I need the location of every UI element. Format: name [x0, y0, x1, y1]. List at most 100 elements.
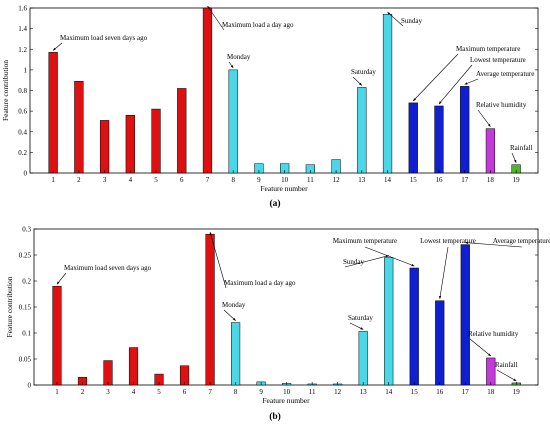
annotation-label: Average temperature: [476, 70, 534, 78]
x-tick-label: 9: [257, 176, 261, 184]
bar-feature-3: [103, 360, 113, 386]
annotation-label: Average temperature: [493, 237, 550, 245]
panel-b-label: (b): [269, 411, 281, 422]
annotation-arrow: [511, 152, 517, 164]
annotation-label: Lowest temperature: [470, 56, 526, 64]
annotation-arrow: [349, 322, 364, 330]
x-tick-label: 4: [129, 176, 133, 184]
y-tick-label: 1.4: [18, 25, 27, 33]
x-tick-label: 5: [154, 176, 158, 184]
bar-feature-3: [99, 120, 110, 174]
annotation-label: Rainfall: [510, 144, 533, 152]
annotation-arrow: [477, 109, 491, 127]
x-tick-label: 16: [436, 388, 444, 396]
x-tick-label: 7: [208, 388, 212, 396]
annotation-label: Maximum load a day ago: [224, 279, 296, 287]
y-tick-label: 0: [24, 170, 28, 178]
chart-panel-b: 00.050.10.150.20.250.31 2 3 4 5 6 7 8 9 10 11 12 13 1…: [5, 226, 550, 406]
annotation-label: Monday: [227, 53, 251, 61]
x-tick-label: 15: [411, 388, 419, 396]
bar-feature-13: [358, 331, 368, 386]
y-axis-label: Feature contribution: [1, 60, 10, 121]
annotation-label: Sunday: [401, 17, 423, 25]
x-tick-label: 10: [283, 388, 291, 396]
bar-feature-4: [125, 115, 135, 174]
x-tick-label: 10: [281, 176, 289, 184]
x-tick-label: 12: [333, 176, 341, 184]
x-tick-label: 6: [183, 388, 187, 396]
x-tick-label: 13: [358, 176, 366, 184]
annotation-label: Maximum load a day ago: [222, 21, 294, 29]
annotation-arrow: [209, 231, 227, 289]
y-tick-label: 0.05: [19, 356, 32, 364]
annotation-label: Monday: [222, 301, 246, 309]
bar-feature-8: [231, 322, 241, 386]
annotation-arrow: [469, 338, 492, 357]
x-tick-label: 2: [77, 176, 81, 184]
bar-feature-14: [384, 257, 394, 386]
x-tick-label: 16: [435, 176, 443, 184]
bar-feature-18: [486, 357, 496, 386]
annotation-arrow: [56, 272, 67, 285]
x-tick-label: 13: [360, 388, 368, 396]
x-tick-label: 18: [487, 176, 495, 184]
bar-feature-2: [74, 80, 84, 174]
x-tick-label: 12: [334, 388, 342, 396]
x-tick-label: 8: [234, 388, 238, 396]
bar-feature-17: [460, 86, 470, 174]
annotation-arrow: [223, 309, 236, 321]
bar-feature-15: [409, 267, 419, 386]
y-tick-label: 0.2: [18, 149, 27, 157]
bar-feature-17: [460, 244, 470, 386]
x-tick-label: 18: [487, 388, 495, 396]
annotation-arrow: [364, 246, 415, 267]
panel-a-label: (a): [269, 198, 280, 209]
x-tick-label: 3: [103, 176, 107, 184]
bar-feature-1: [52, 285, 62, 386]
bar-feature-7: [202, 7, 213, 174]
annotation-label: Relative humidity: [476, 101, 527, 109]
x-tick-label: 17: [461, 176, 469, 184]
x-tick-label: 4: [132, 388, 136, 396]
annotation-label: Maximum temperature: [456, 45, 520, 53]
y-axis-label: Feature contribution: [5, 276, 14, 337]
x-tick-label: 5: [157, 388, 161, 396]
x-tick-label: 15: [410, 176, 418, 184]
annotation-label: Sunday: [343, 258, 365, 266]
y-tick-label: 0.2: [22, 278, 31, 286]
annotation-arrow: [352, 76, 363, 86]
annotation-arrow: [52, 42, 63, 51]
y-tick-label: 0: [28, 382, 32, 390]
x-tick-label: 7: [206, 176, 210, 184]
x-tick-label: 1: [55, 388, 59, 396]
annotation-arrow: [207, 5, 225, 31]
y-tick-label: 0.8: [18, 87, 27, 95]
y-tick-label: 0.15: [19, 304, 32, 312]
bar-feature-16: [435, 300, 445, 386]
annotation-label: Maximum load seven days ago: [64, 264, 152, 272]
x-tick-label: 14: [385, 388, 393, 396]
annotation-arrow: [438, 64, 473, 105]
x-tick-label: 11: [307, 176, 314, 184]
y-tick-label: 0.3: [22, 226, 31, 234]
annotation-arrow: [438, 246, 449, 300]
x-tick-label: 6: [180, 176, 184, 184]
bar-feature-13: [357, 87, 367, 174]
x-tick-label: 19: [513, 388, 521, 396]
bar-feature-14: [382, 13, 393, 174]
bar-feature-16: [434, 105, 444, 174]
annotation-arrow: [344, 255, 390, 268]
annotation-label: Saturday: [348, 314, 373, 322]
x-tick-label: 19: [513, 176, 521, 184]
bar-feature-6: [177, 88, 187, 174]
x-tick-label: 2: [81, 388, 85, 396]
bar-feature-1: [48, 52, 58, 174]
y-tick-label: 1.6: [18, 5, 27, 13]
x-tick-label: 17: [462, 388, 470, 396]
chart-panel-a: 00.20.40.60.811.21.41.61 2 3 4 5 6 7 8 9 10 11 12 13…: [1, 5, 539, 193]
x-tick-label: 8: [231, 176, 235, 184]
y-tick-label: 0.1: [22, 330, 31, 338]
x-axis-label: Feature number: [262, 396, 310, 405]
annotation-label: Maximum temperature: [333, 237, 397, 245]
